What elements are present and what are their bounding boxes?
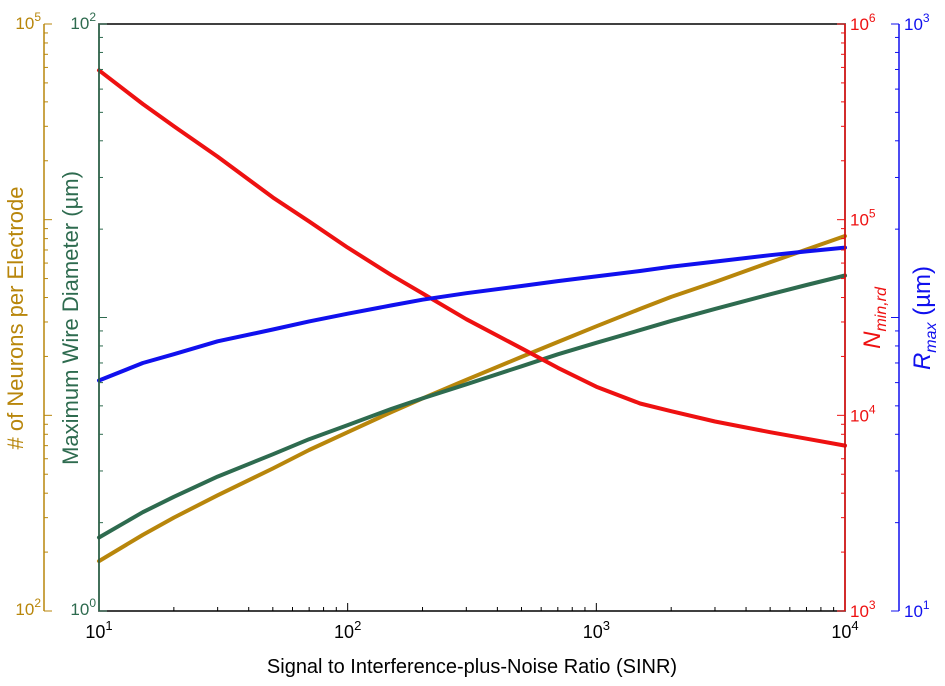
- y-tick-label-nmin: 106: [850, 11, 876, 34]
- x-tick-exp: 1: [105, 618, 112, 633]
- rmax-label-sub: max: [923, 321, 940, 352]
- y-tick-label-neurons: 105: [15, 10, 41, 33]
- y-tick-exp: 5: [869, 207, 876, 221]
- plot-frame: [98, 23, 846, 612]
- y-tick-label-rmax: 103: [904, 11, 930, 34]
- y-tick-label-rmax: 101: [904, 598, 930, 621]
- y-tick-exp: 5: [34, 10, 41, 24]
- y-tick-base: 10: [850, 15, 869, 34]
- y-tick-base: 10: [850, 406, 869, 425]
- y-tick-base: 10: [850, 211, 869, 230]
- y-tick-label-nmin: 105: [850, 207, 876, 230]
- x-tick-label: 103: [583, 618, 610, 642]
- y-tick-label-neurons: 102: [15, 596, 41, 619]
- series-line-neurons: [97, 234, 847, 564]
- x-tick-exp: 3: [603, 618, 610, 633]
- y-tick-base: 10: [70, 600, 89, 619]
- y-tick-base: 10: [70, 14, 89, 33]
- y-tick-exp: 4: [869, 402, 876, 416]
- y-tick-label-wire: 102: [70, 10, 96, 33]
- x-tick-base: 10: [85, 622, 105, 642]
- y-tick-base: 10: [15, 14, 34, 33]
- x-tick-base: 10: [334, 622, 354, 642]
- y-tick-exp: 3: [923, 11, 930, 25]
- x-tick-base: 10: [583, 622, 603, 642]
- rmax-label-main: R: [909, 353, 936, 370]
- y-axis-label-rmax: Rmax (µm): [909, 266, 940, 370]
- y-tick-label-nmin: 103: [850, 598, 876, 621]
- y-tick-exp: 1: [923, 598, 930, 612]
- x-tick-base: 10: [831, 622, 851, 642]
- nmin-label-sub: min,rd: [873, 286, 890, 332]
- y-axis-label-wire: Maximum Wire Diameter (µm): [58, 171, 83, 465]
- y-tick-exp: 3: [869, 598, 876, 612]
- axes-layer: 101 102 103 1041021051001021031041051061011…: [15, 10, 930, 642]
- rmax-label-unit: (µm): [909, 266, 936, 322]
- y-tick-exp: 0: [89, 596, 96, 610]
- y-tick-base: 10: [904, 602, 923, 621]
- series-line-wire: [97, 273, 847, 540]
- series-line-rmax: [97, 245, 847, 383]
- y-tick-base: 10: [850, 602, 869, 621]
- x-tick-label: 102: [334, 618, 361, 642]
- x-tick-exp: 4: [851, 618, 858, 633]
- y-axis-label-nmin: Nmin,rd: [859, 286, 890, 349]
- x-tick-label: 101: [85, 618, 112, 642]
- y-tick-base: 10: [904, 15, 923, 34]
- y-tick-base: 10: [15, 600, 34, 619]
- y-tick-exp: 2: [89, 10, 96, 24]
- nmin-label-main: N: [859, 331, 886, 349]
- x-tick-label: 104: [831, 618, 858, 642]
- y-axis-label-neurons: # of Neurons per Electrode: [3, 187, 28, 450]
- x-tick-exp: 2: [354, 618, 361, 633]
- y-tick-label-wire: 100: [70, 596, 96, 619]
- series-line-nmin: [97, 68, 847, 448]
- y-tick-exp: 6: [869, 11, 876, 25]
- y-tick-exp: 2: [34, 596, 41, 610]
- x-axis-label: Signal to Interference-plus-Noise Ratio …: [267, 656, 677, 678]
- series-layer: [97, 68, 847, 564]
- y-tick-label-nmin: 104: [850, 402, 876, 425]
